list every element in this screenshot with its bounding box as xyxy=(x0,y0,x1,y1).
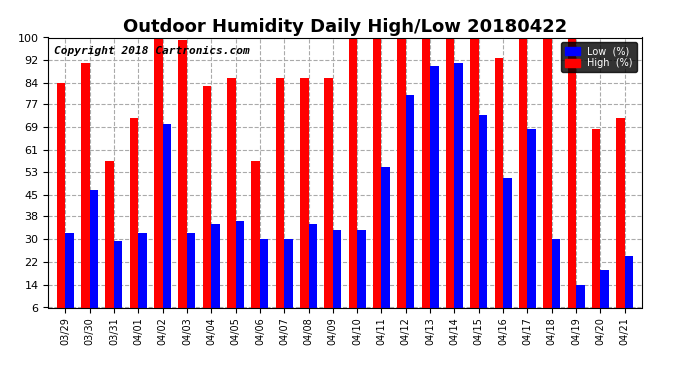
Bar xyxy=(66,233,74,325)
Bar xyxy=(455,63,463,325)
Bar xyxy=(324,78,333,325)
Bar xyxy=(568,38,576,325)
Bar xyxy=(503,178,511,325)
Bar xyxy=(284,238,293,325)
Bar xyxy=(333,230,342,325)
Bar xyxy=(81,63,90,325)
Bar xyxy=(235,221,244,325)
Bar xyxy=(373,38,382,325)
Bar xyxy=(163,124,171,325)
Bar xyxy=(90,190,98,325)
Bar xyxy=(276,78,284,325)
Bar xyxy=(187,233,195,325)
Bar xyxy=(114,242,123,325)
Bar xyxy=(552,238,560,325)
Bar xyxy=(422,38,430,325)
Bar xyxy=(227,78,235,325)
Bar xyxy=(519,38,527,325)
Bar xyxy=(430,66,439,325)
Bar xyxy=(406,95,414,325)
Bar xyxy=(251,161,260,325)
Bar xyxy=(397,38,406,325)
Bar xyxy=(616,118,624,325)
Bar xyxy=(479,115,487,325)
Bar xyxy=(495,58,503,325)
Bar xyxy=(130,118,138,325)
Bar xyxy=(357,230,366,325)
Bar xyxy=(211,224,219,325)
Text: Copyright 2018 Cartronics.com: Copyright 2018 Cartronics.com xyxy=(55,46,250,56)
Title: Outdoor Humidity Daily High/Low 20180422: Outdoor Humidity Daily High/Low 20180422 xyxy=(123,18,567,36)
Bar xyxy=(138,233,147,325)
Bar xyxy=(300,78,308,325)
Bar xyxy=(624,256,633,325)
Bar xyxy=(203,86,211,325)
Bar xyxy=(527,129,536,325)
Bar xyxy=(154,38,163,325)
Bar xyxy=(446,38,455,325)
Bar xyxy=(260,238,268,325)
Bar xyxy=(543,38,552,325)
Bar xyxy=(576,285,584,325)
Bar xyxy=(179,40,187,325)
Legend: Low  (%), High  (%): Low (%), High (%) xyxy=(561,42,637,72)
Bar xyxy=(471,38,479,325)
Bar xyxy=(592,129,600,325)
Bar xyxy=(57,84,66,325)
Bar xyxy=(106,161,114,325)
Bar xyxy=(600,270,609,325)
Bar xyxy=(348,38,357,325)
Bar xyxy=(308,224,317,325)
Bar xyxy=(382,167,390,325)
